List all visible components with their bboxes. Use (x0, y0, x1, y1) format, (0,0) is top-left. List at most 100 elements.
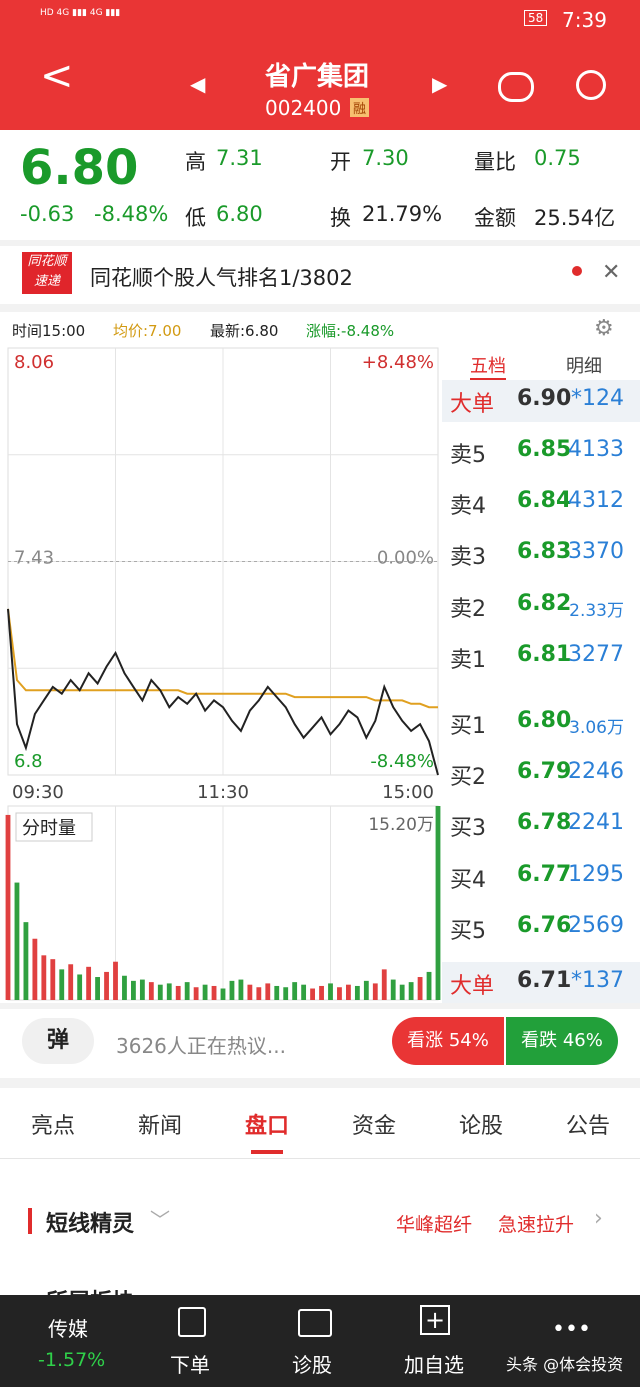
prev-stock[interactable]: ◀ (190, 72, 206, 96)
more[interactable]: › (594, 1206, 603, 1231)
book-volume: 4312 (568, 488, 624, 513)
sector-name[interactable]: 传媒 (48, 1317, 88, 1341)
book-volume: 1295 (568, 862, 624, 887)
danmu-button[interactable]: 弹 (22, 1018, 94, 1064)
tab[interactable]: 资金 (351, 1114, 396, 1139)
book-label: 买3 (450, 816, 486, 841)
turnover: 21.79% (362, 202, 443, 226)
robot-button[interactable] (498, 72, 534, 102)
logo-text: 同花顺 (27, 254, 67, 269)
nav-item[interactable]: 下单 (170, 1353, 210, 1377)
label: 高 (185, 150, 206, 174)
volume-bar (310, 988, 315, 1000)
volume-bar (193, 987, 199, 1000)
volume-bar (211, 985, 217, 1000)
label: 换 (330, 206, 351, 230)
volume-bar (247, 984, 253, 1000)
volume-bar (381, 969, 387, 1000)
book-label: 卖5 (450, 443, 486, 468)
tab[interactable]: 亮点 (30, 1114, 75, 1139)
volume-bar (238, 979, 244, 1000)
book-label: 买2 (450, 765, 486, 790)
expand[interactable]: ﹀ (150, 1208, 170, 1232)
logo: 同花顺 速递 (22, 252, 72, 294)
x-tick-label: 09:30 (12, 782, 64, 803)
volume-bar (283, 987, 289, 1000)
book-volume: *137 (571, 968, 624, 993)
volume-bar (229, 980, 235, 1000)
book-price: 6.71 (517, 968, 572, 993)
info-last: 最新:6.80 (210, 322, 279, 340)
book-label: 卖2 (450, 597, 486, 622)
tab[interactable]: 公告 (565, 1114, 610, 1139)
battery: 58 (524, 10, 548, 26)
dot (572, 266, 582, 276)
tab[interactable]: 盘口 (244, 1114, 289, 1139)
book-price: 6.78 (517, 810, 572, 835)
volume-bar (139, 979, 145, 1000)
volume-label-box (15, 812, 93, 842)
comment-input[interactable]: 3626人正在热议... (116, 1034, 286, 1058)
bear-button[interactable]: 看跌 46% (506, 1017, 618, 1065)
tab[interactable]: 论股 (458, 1114, 503, 1139)
volume-bar (14, 882, 20, 1000)
book-volume: 3370 (568, 539, 624, 564)
volume-bar (86, 966, 92, 1000)
tag[interactable]: 急速拉升 (498, 1214, 575, 1236)
last-price: 6.80 (20, 140, 139, 196)
volume-bar (166, 983, 172, 1000)
nav-item[interactable]: 诊股 (292, 1353, 332, 1377)
search-button[interactable] (576, 70, 606, 100)
volume-bar (68, 964, 74, 1000)
bottom-nav: 传媒 -1.57% 下单 诊股 + 加自选 ••• 头条 @体会投资 (0, 1295, 640, 1387)
bull-button[interactable]: 看涨 54% (392, 1017, 504, 1065)
book-price: 6.84 (517, 488, 572, 513)
book-price: 6.76 (517, 913, 572, 938)
next-stock[interactable]: ▶ (432, 72, 448, 96)
book-volume: *124 (571, 386, 624, 411)
more-icon[interactable]: ••• (552, 1317, 591, 1342)
divider (0, 240, 640, 246)
back-button[interactable]: < (40, 53, 74, 99)
divider (0, 1158, 640, 1159)
volume-bar (292, 982, 298, 1000)
volume-bar (319, 985, 324, 1000)
row-bg (442, 962, 640, 1004)
volume-bar (399, 984, 405, 1000)
tag[interactable]: 华峰超纤 (396, 1214, 473, 1236)
volume-bar (184, 982, 190, 1000)
volume-bar (328, 983, 333, 1000)
divider (0, 1078, 640, 1088)
volume-bar (390, 979, 396, 1000)
volume-bar (274, 985, 280, 1000)
volume-bar (148, 982, 154, 1000)
book-label: 卖1 (450, 648, 486, 673)
close-button[interactable]: ✕ (602, 260, 621, 285)
label: 开 (330, 150, 351, 174)
tab[interactable]: 新闻 (137, 1114, 182, 1139)
chart: 8.06 +8.48% 7.43 0.00% 6.8 -8.48% 09:30 11:30 15… (5, 347, 441, 1001)
volume-bar (157, 984, 163, 1000)
icon (178, 1307, 206, 1337)
book-volume: 3277 (568, 642, 624, 667)
volume-bar (122, 975, 127, 1000)
book-label: 大单 (450, 974, 495, 999)
volume-bar (77, 974, 83, 1000)
book-volume: 2246 (568, 759, 624, 784)
book-price: 6.85 (517, 437, 572, 462)
settings[interactable]: ⚙ (594, 316, 614, 341)
clock: 7:39 (562, 8, 607, 32)
book-tab[interactable]: 明细 (566, 356, 602, 377)
stock-code: 002400 (265, 96, 342, 120)
book-volume: 4133 (568, 437, 624, 462)
book-tab[interactable]: 五档 (470, 352, 506, 380)
y-tick-label: 7.43 (14, 548, 54, 569)
stock-name: 省广集团 (265, 62, 370, 92)
volume-max-label: 15.20万 (368, 815, 434, 835)
volume-bar (435, 806, 441, 1000)
nav-item[interactable]: 加自选 (404, 1353, 464, 1377)
margin-badge: 融 (350, 98, 370, 117)
volume-bar (301, 984, 307, 1000)
book-price: 6.83 (517, 539, 572, 564)
